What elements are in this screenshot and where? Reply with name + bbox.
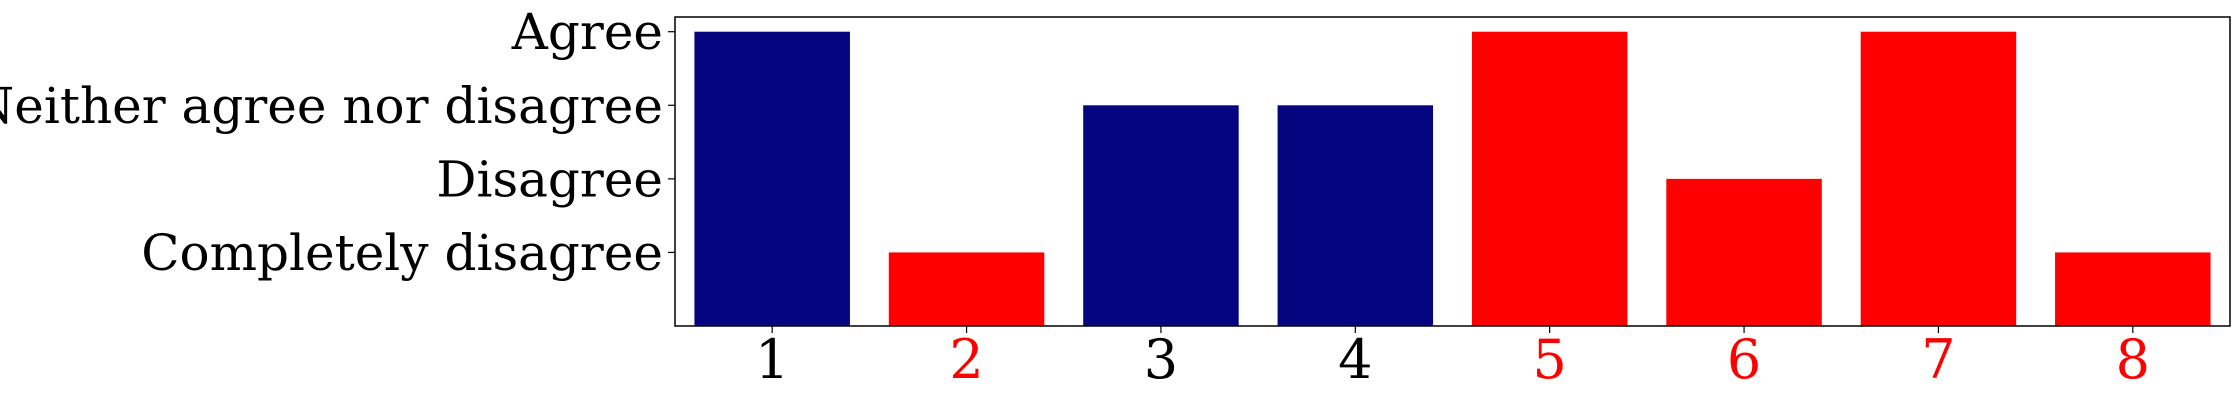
y-tick-label: Neither agree nor disagree (0, 77, 663, 135)
bar-4 (1277, 105, 1434, 327)
bars-group (694, 31, 2211, 327)
x-tick-label: 1 (755, 328, 789, 391)
bar-2 (888, 252, 1045, 326)
bar-3 (1083, 105, 1239, 327)
x-tick-label: 6 (1727, 328, 1761, 391)
bar-5 (1471, 31, 1628, 326)
axes-frame (674, 16, 2231, 327)
x-tick-label: 7 (1921, 328, 1955, 391)
x-tick-label: 8 (2116, 328, 2150, 391)
x-tick-label: 4 (1338, 328, 1372, 391)
bar-7 (1860, 31, 2017, 326)
y-axis: Completely disagree Disagree Neither agree… (0, 3, 675, 282)
y-tick-label: Agree (511, 3, 663, 61)
bar-8 (2055, 252, 2211, 326)
x-axis: 1 2 3 4 5 6 7 8 (755, 326, 2150, 391)
bar-1 (694, 31, 850, 326)
x-tick-label: 3 (1144, 328, 1178, 391)
y-tick-label: Completely disagree (141, 224, 663, 282)
x-tick-label: 2 (949, 328, 983, 391)
x-tick-label: 5 (1533, 328, 1567, 391)
bar-6 (1666, 178, 1822, 326)
y-tick-label: Disagree (436, 150, 663, 208)
